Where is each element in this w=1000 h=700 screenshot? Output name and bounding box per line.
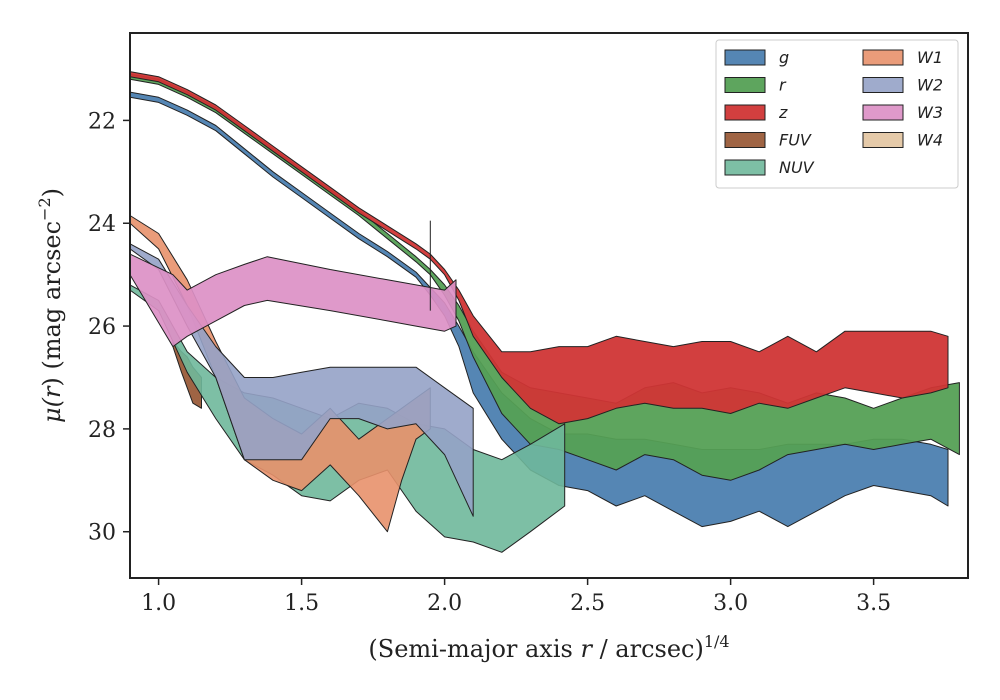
y-tick-label: 22 (88, 109, 116, 134)
legend-swatch (724, 104, 766, 121)
band-z (129, 71, 949, 425)
legend-label: W3 (917, 103, 943, 122)
x-tick-label: 2.0 (427, 591, 462, 616)
legend-swatch (724, 49, 766, 66)
legend-swatch (862, 49, 904, 66)
x-tick-label: 3.5 (856, 591, 891, 616)
x-axis-label: (Semi-major axis r / arcsec)1/4 (368, 632, 729, 663)
legend-label: W4 (917, 131, 943, 150)
x-tick-label: 3.0 (713, 591, 748, 616)
legend-swatch (862, 104, 904, 121)
y-tick-label: 30 (88, 521, 116, 546)
y-tick-label: 26 (88, 315, 116, 340)
x-tick-label: 2.5 (570, 591, 605, 616)
band-w3 (129, 253, 457, 348)
legend-swatch (724, 132, 766, 148)
y-axis-label: μ(r) (mag arcsec−2) (35, 188, 66, 423)
y-tick-label: 28 (88, 418, 116, 443)
legend-label: g (779, 48, 789, 67)
series-layer (129, 71, 960, 553)
plot-frame (129, 32, 969, 579)
x-tick-label: 1.0 (141, 591, 176, 616)
legend-label: W2 (917, 76, 943, 95)
y-tick-label: 24 (88, 212, 116, 237)
x-tick-label: 1.5 (284, 591, 319, 616)
legend-swatch (724, 77, 766, 93)
band-w2 (129, 243, 474, 517)
legend-label: NUV (779, 158, 815, 177)
legend-label: FUV (779, 131, 812, 150)
legend: grz FUV NUV W1 W2 W3 W4 (715, 39, 959, 189)
legend-swatch (862, 77, 904, 93)
legend-swatch (724, 159, 766, 176)
y-axis: 22 24 26 28 30 (88, 109, 130, 546)
x-axis: 1.0 1.5 2.0 2.5 3.0 3.5 (141, 578, 891, 616)
legend-label: W1 (917, 48, 943, 67)
legend-label: z (778, 103, 788, 122)
legend-label: r (779, 76, 787, 95)
legend-swatch (862, 132, 904, 148)
